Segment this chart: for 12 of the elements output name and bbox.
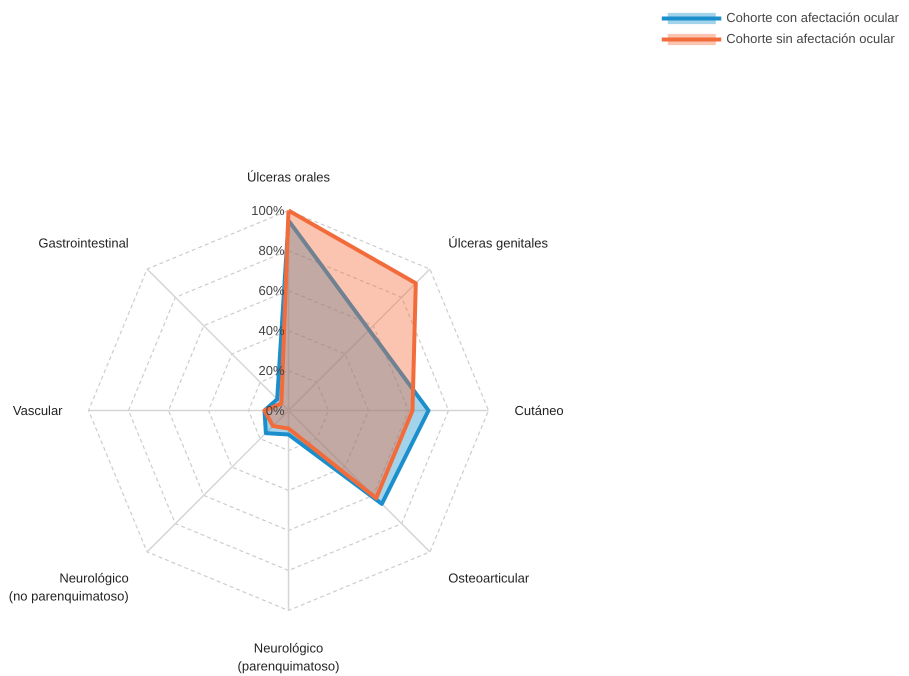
- spoke-label: Osteoarticular: [448, 570, 530, 586]
- spoke-label: Vascular: [12, 403, 64, 418]
- spoke-label: Neurológico (parenquimatoso): [238, 640, 340, 674]
- spoke-label: Neurológico (no parenquimatoso): [8, 570, 129, 604]
- y-tick-label: 80%: [258, 243, 285, 258]
- legend-label: Cohorte con afectación ocular: [726, 10, 899, 25]
- spoke-label: Gastrointestinal: [38, 236, 129, 251]
- spoke-label: Úlceras genitales: [448, 236, 549, 251]
- legend-label: Cohorte sin afectación ocular: [726, 31, 895, 46]
- spoke-label: Cutáneo: [514, 403, 564, 418]
- y-tick-label: 100%: [251, 203, 285, 218]
- spoke-label: Úlceras orales: [246, 170, 331, 184]
